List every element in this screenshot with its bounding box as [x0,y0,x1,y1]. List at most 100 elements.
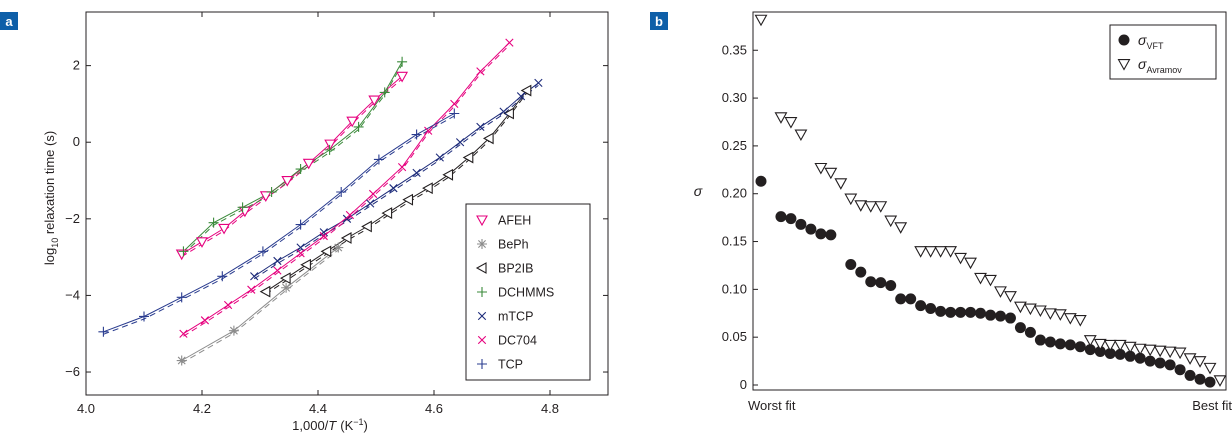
data-point [505,38,514,47]
data-point [885,280,897,292]
x-tick-label: 4.6 [425,401,443,416]
data-point [476,67,485,76]
data-point [411,129,422,140]
data-point [874,201,888,213]
legend-marker [477,359,487,369]
data-point [994,286,1007,298]
data-point [1153,345,1167,358]
data-point [366,199,375,208]
fit-curve-dashed [181,78,403,258]
data-point [1174,364,1186,376]
data-point [333,242,344,253]
data-point [944,246,958,258]
data-point [794,129,808,142]
data-point [825,229,837,241]
data-point [208,217,219,228]
data-point [905,293,917,305]
panel-b-label: b [655,14,663,29]
data-point [1204,376,1216,388]
data-point [176,292,187,303]
data-point [844,193,858,206]
data-point [954,252,967,265]
data-point [389,184,398,193]
panel-b-x-label-best: Best fit [1192,398,1232,413]
data-point [300,258,311,271]
data-point [336,187,347,198]
data-point [412,168,421,177]
data-point [295,219,306,230]
data-point [324,139,337,151]
fit-curve-dashed [253,85,539,280]
data-point [217,271,228,282]
data-point [945,306,957,318]
data-point [296,249,305,258]
data-point [228,325,239,336]
data-point [324,144,335,155]
data-point [854,200,868,212]
data-point [139,311,149,322]
data-point [361,220,372,233]
panel-a-ticks: 4.0 4.2 4.4 4.6 4.8 −6 −4 −2 0 2 [65,12,608,416]
data-point [955,306,967,318]
data-point [755,175,767,187]
data-point [1194,373,1206,385]
data-point [1004,291,1017,303]
data-point [178,246,189,257]
fit-curve-dashed [183,44,510,337]
data-point [994,310,1006,322]
x-tick-label: 4.8 [541,401,559,416]
data-point [200,316,210,325]
legend-label: DCHMMS [498,286,554,300]
legend-marker [475,262,487,274]
data-point [1034,334,1046,346]
y-tick-label: 0.20 [722,186,747,201]
data-point [864,201,878,213]
data-point [924,246,938,258]
y-tick-label: 0.15 [722,234,747,249]
y-tick-label: 0 [740,377,747,392]
y-tick-label: 0.35 [722,42,747,57]
data-point [250,272,259,281]
data-point [279,272,291,285]
data-point [795,218,807,230]
data-point [175,249,188,261]
legend-label: TCP [498,358,523,372]
y-tick-label: −2 [65,211,80,226]
panel-b-label-bg [650,12,668,30]
data-point [965,306,977,318]
panel-b-legend: σVFT σAvramov [1109,24,1217,80]
legend-label: DC704 [498,334,537,348]
data-point [320,245,332,258]
data-point [319,231,328,241]
data-point [340,232,352,244]
y-tick-label: 0.10 [722,281,747,296]
data-point [476,122,485,132]
panel-a-x-axis-label: 1,000/T (K−1) [292,417,368,433]
fit-curve-solid [181,247,339,361]
data-point [805,223,817,235]
legend-label: AFEH [498,214,531,228]
data-point [1043,308,1057,320]
fit-curve-solid [183,42,510,335]
legend-label: mTCP [498,310,533,324]
data-point [424,126,433,135]
legend-marker [476,215,488,227]
data-point [1093,338,1107,351]
data-point [984,274,997,287]
panel-a-fit-curves [103,42,539,364]
panel-a-label: a [5,14,13,29]
data-point [815,228,827,240]
data-point [281,175,294,187]
data-point [814,162,828,175]
fit-curve-dashed [103,115,455,335]
data-point [218,223,230,235]
data-point [449,108,460,119]
data-point [1044,336,1056,348]
data-point [1134,352,1146,364]
data-point [894,222,908,234]
data-point [925,302,937,314]
data-point [974,272,987,285]
data-point [915,300,927,312]
data-point [462,151,474,164]
panel-a-plot-frame [85,11,609,396]
